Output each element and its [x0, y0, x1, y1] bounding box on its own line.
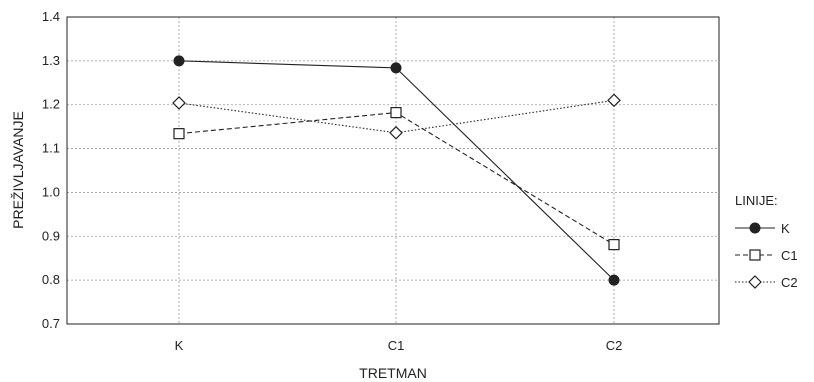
legend-item-c2: C2: [735, 275, 798, 290]
y-tick-label: 1.4: [42, 9, 60, 24]
y-tick-label: 1.0: [42, 184, 60, 199]
plot-frame: [66, 16, 720, 325]
legend-label-c2: C2: [781, 275, 798, 290]
legend-item-c1: C1: [735, 248, 798, 263]
x-axis-title: TRETMAN: [359, 365, 427, 381]
series-group: [172, 55, 621, 286]
legend-label-c1: C1: [781, 248, 798, 263]
legend-marker-k: [749, 222, 761, 234]
y-tick-label: 0.9: [42, 228, 60, 243]
data-point-c1: [173, 128, 185, 140]
data-point-c2: [389, 125, 403, 140]
data-point-k: [608, 274, 620, 286]
legend-item-k: K: [735, 221, 790, 236]
x-tick-label: C1: [388, 338, 405, 353]
grid-lines: [67, 17, 719, 324]
series-line-k: [178, 60, 615, 281]
legend-marker-c1: [749, 249, 761, 261]
x-tick-labels: K C1 C2: [175, 338, 623, 353]
legend-marker-c2: [748, 275, 762, 289]
legend-items: K C1 C2: [735, 221, 798, 290]
legend-title: LINIJE:: [735, 193, 778, 208]
x-tick-label: K: [175, 338, 184, 353]
data-point-c2: [607, 93, 621, 108]
y-axis-title: PREŽIVLJAVANJE: [10, 111, 26, 229]
data-point-k: [173, 55, 185, 67]
y-tick-label: 1.3: [42, 53, 60, 68]
legend-label-k: K: [781, 221, 790, 236]
legend: LINIJE: K C1 C2: [735, 193, 798, 290]
data-point-c2: [172, 96, 186, 110]
y-tick-labels: 0.7 0.8 0.9 1.0 1.1 1.2 1.3 1.4: [42, 9, 60, 331]
data-point-c1: [390, 107, 402, 119]
y-tick-label: 0.7: [42, 316, 60, 331]
y-tick-label: 0.8: [42, 272, 60, 287]
data-point-c1: [608, 239, 620, 251]
y-tick-label: 1.2: [42, 97, 60, 112]
y-tick-label: 1.1: [42, 141, 60, 156]
data-point-k: [390, 62, 402, 74]
x-tick-label: C2: [606, 338, 623, 353]
